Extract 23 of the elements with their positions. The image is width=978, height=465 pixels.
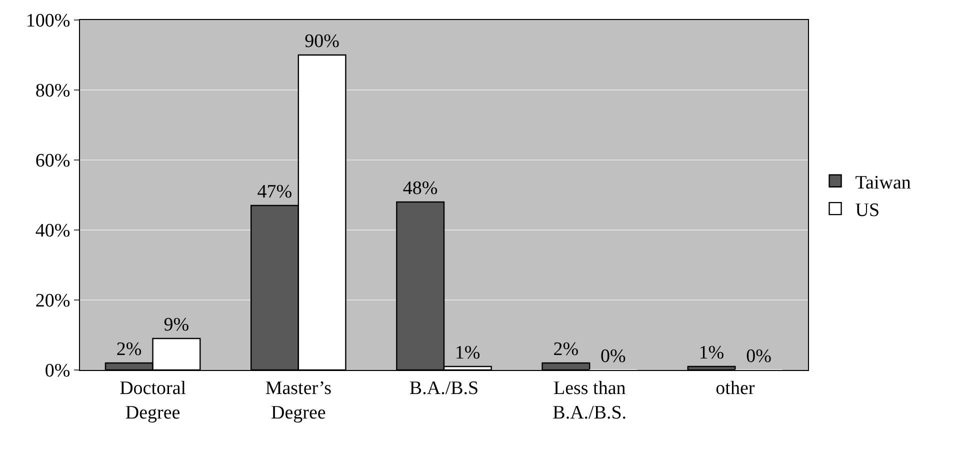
- y-tick-label: 100%: [26, 10, 70, 32]
- y-tick-label: 60%: [35, 150, 70, 172]
- x-tick-label: Less than B.A./B.S.: [552, 378, 627, 424]
- x-tick-label: B.A./B.S: [409, 378, 479, 399]
- data-label: 0%: [746, 346, 772, 367]
- data-label: 2%: [553, 339, 579, 360]
- data-label: 1%: [698, 342, 724, 364]
- x-tick-label: other: [716, 378, 756, 399]
- y-tick-label: 0%: [44, 360, 70, 382]
- data-label: 90%: [304, 31, 340, 52]
- data-label: 2%: [116, 339, 142, 360]
- data-label: 9%: [164, 314, 190, 336]
- y-tick-label: 20%: [35, 290, 70, 312]
- data-label: 1%: [454, 342, 480, 364]
- legend-label: US: [855, 200, 880, 221]
- data-label: 0%: [600, 346, 626, 367]
- legend-label: Taiwan: [855, 172, 912, 194]
- x-tick-label: Master’s Degree: [265, 378, 332, 424]
- x-tick-label: Doctoral Degree: [120, 378, 186, 424]
- data-label: 48%: [402, 178, 438, 199]
- data-label: 47%: [257, 182, 292, 202]
- y-tick-label: 40%: [35, 220, 70, 242]
- y-tick-label: 80%: [35, 80, 70, 102]
